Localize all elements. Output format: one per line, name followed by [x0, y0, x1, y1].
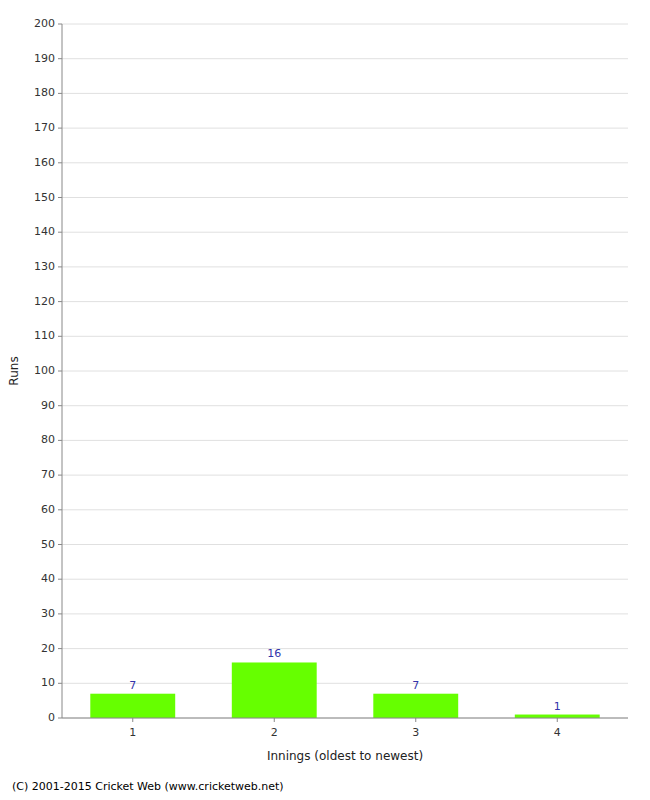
y-tick — [58, 301, 62, 302]
grid-line — [62, 24, 628, 25]
grid-line — [62, 336, 628, 337]
x-axis-title: Innings (oldest to newest) — [267, 749, 423, 763]
grid-line — [62, 301, 628, 302]
y-tick — [58, 336, 62, 337]
y-tick — [58, 475, 62, 476]
grid-line — [62, 613, 628, 614]
y-tick-label: 70 — [41, 468, 55, 481]
y-tick-label: 100 — [34, 364, 55, 377]
grid-line — [62, 162, 628, 163]
footer: (C) 2001-2015 Cricket Web (www.cricketwe… — [12, 780, 284, 793]
grid-line — [62, 371, 628, 372]
y-tick-label: 60 — [41, 503, 55, 516]
y-tick-label: 180 — [34, 86, 55, 99]
data-label: 16 — [267, 647, 281, 660]
y-tick — [58, 371, 62, 372]
y-tick — [58, 93, 62, 94]
background — [0, 0, 650, 800]
grid-line — [62, 197, 628, 198]
grid-line — [62, 128, 628, 129]
y-axis-title: Runs — [7, 356, 21, 385]
y-tick — [58, 266, 62, 267]
y-axis: 0 10 20 30 40 50 60 70 80 90 100 110 120 130 140 150 160… — [34, 17, 628, 724]
y-tick — [58, 509, 62, 510]
y-tick — [58, 544, 62, 545]
x-tick — [415, 718, 416, 722]
y-tick-label: 160 — [34, 156, 55, 169]
y-tick — [58, 58, 62, 59]
y-tick-label: 40 — [41, 572, 55, 585]
grid-line — [62, 475, 628, 476]
x-tick-label: 2 — [271, 726, 278, 739]
chart-container: 0 10 20 30 40 50 60 70 80 90 100 110 120 130 140 150 160… — [0, 0, 650, 800]
grid-line — [62, 544, 628, 545]
y-tick — [58, 579, 62, 580]
bar — [515, 715, 600, 718]
y-tick-label: 200 — [34, 17, 55, 30]
bars — [90, 662, 599, 718]
x-tick — [132, 718, 133, 722]
y-tick-label: 20 — [41, 642, 55, 655]
y-tick-label: 50 — [41, 538, 55, 551]
grid-line — [62, 232, 628, 233]
data-label: 7 — [412, 679, 419, 692]
y-tick — [58, 197, 62, 198]
y-axis-line — [62, 24, 63, 718]
y-tick-label: 80 — [41, 433, 55, 446]
y-tick-label: 10 — [41, 676, 55, 689]
grid-line — [62, 683, 628, 684]
data-label: 7 — [129, 679, 136, 692]
y-tick-label: 130 — [34, 260, 55, 273]
data-labels: 7 16 7 1 — [129, 647, 561, 712]
y-tick — [58, 232, 62, 233]
x-tick — [274, 718, 275, 722]
y-tick — [58, 162, 62, 163]
chart: 0 10 20 30 40 50 60 70 80 90 100 110 120 130 140 150 160… — [0, 0, 650, 800]
y-tick — [58, 24, 62, 25]
y-tick-label: 30 — [41, 607, 55, 620]
grid-line — [62, 509, 628, 510]
x-tick — [557, 718, 558, 722]
grid-line — [62, 648, 628, 649]
grid-line — [62, 93, 628, 94]
y-tick — [58, 128, 62, 129]
y-tick-label: 0 — [48, 711, 55, 724]
data-label: 1 — [554, 700, 561, 713]
y-tick — [58, 613, 62, 614]
y-tick-label: 90 — [41, 399, 55, 412]
x-tick-label: 3 — [412, 726, 419, 739]
y-tick-label: 170 — [34, 121, 55, 134]
x-tick-label: 4 — [554, 726, 561, 739]
bar — [232, 662, 317, 718]
y-tick-label: 120 — [34, 295, 55, 308]
y-tick — [58, 648, 62, 649]
y-tick — [58, 440, 62, 441]
grid-line — [62, 579, 628, 580]
bar — [90, 694, 175, 718]
grid-line — [62, 266, 628, 267]
x-tick-label: 1 — [129, 726, 136, 739]
y-tick-label: 150 — [34, 191, 55, 204]
y-tick — [58, 718, 62, 719]
x-axis: 1 2 3 4 — [129, 718, 561, 739]
y-tick-label: 190 — [34, 52, 55, 65]
grid-line — [62, 58, 628, 59]
grid-line — [62, 440, 628, 441]
y-tick — [58, 683, 62, 684]
y-tick — [58, 405, 62, 406]
y-tick-label: 110 — [34, 329, 55, 342]
grid-line — [62, 718, 628, 719]
grid-line — [62, 405, 628, 406]
x-axis-line — [62, 718, 628, 719]
y-tick-label: 140 — [34, 225, 55, 238]
bar — [373, 694, 458, 718]
